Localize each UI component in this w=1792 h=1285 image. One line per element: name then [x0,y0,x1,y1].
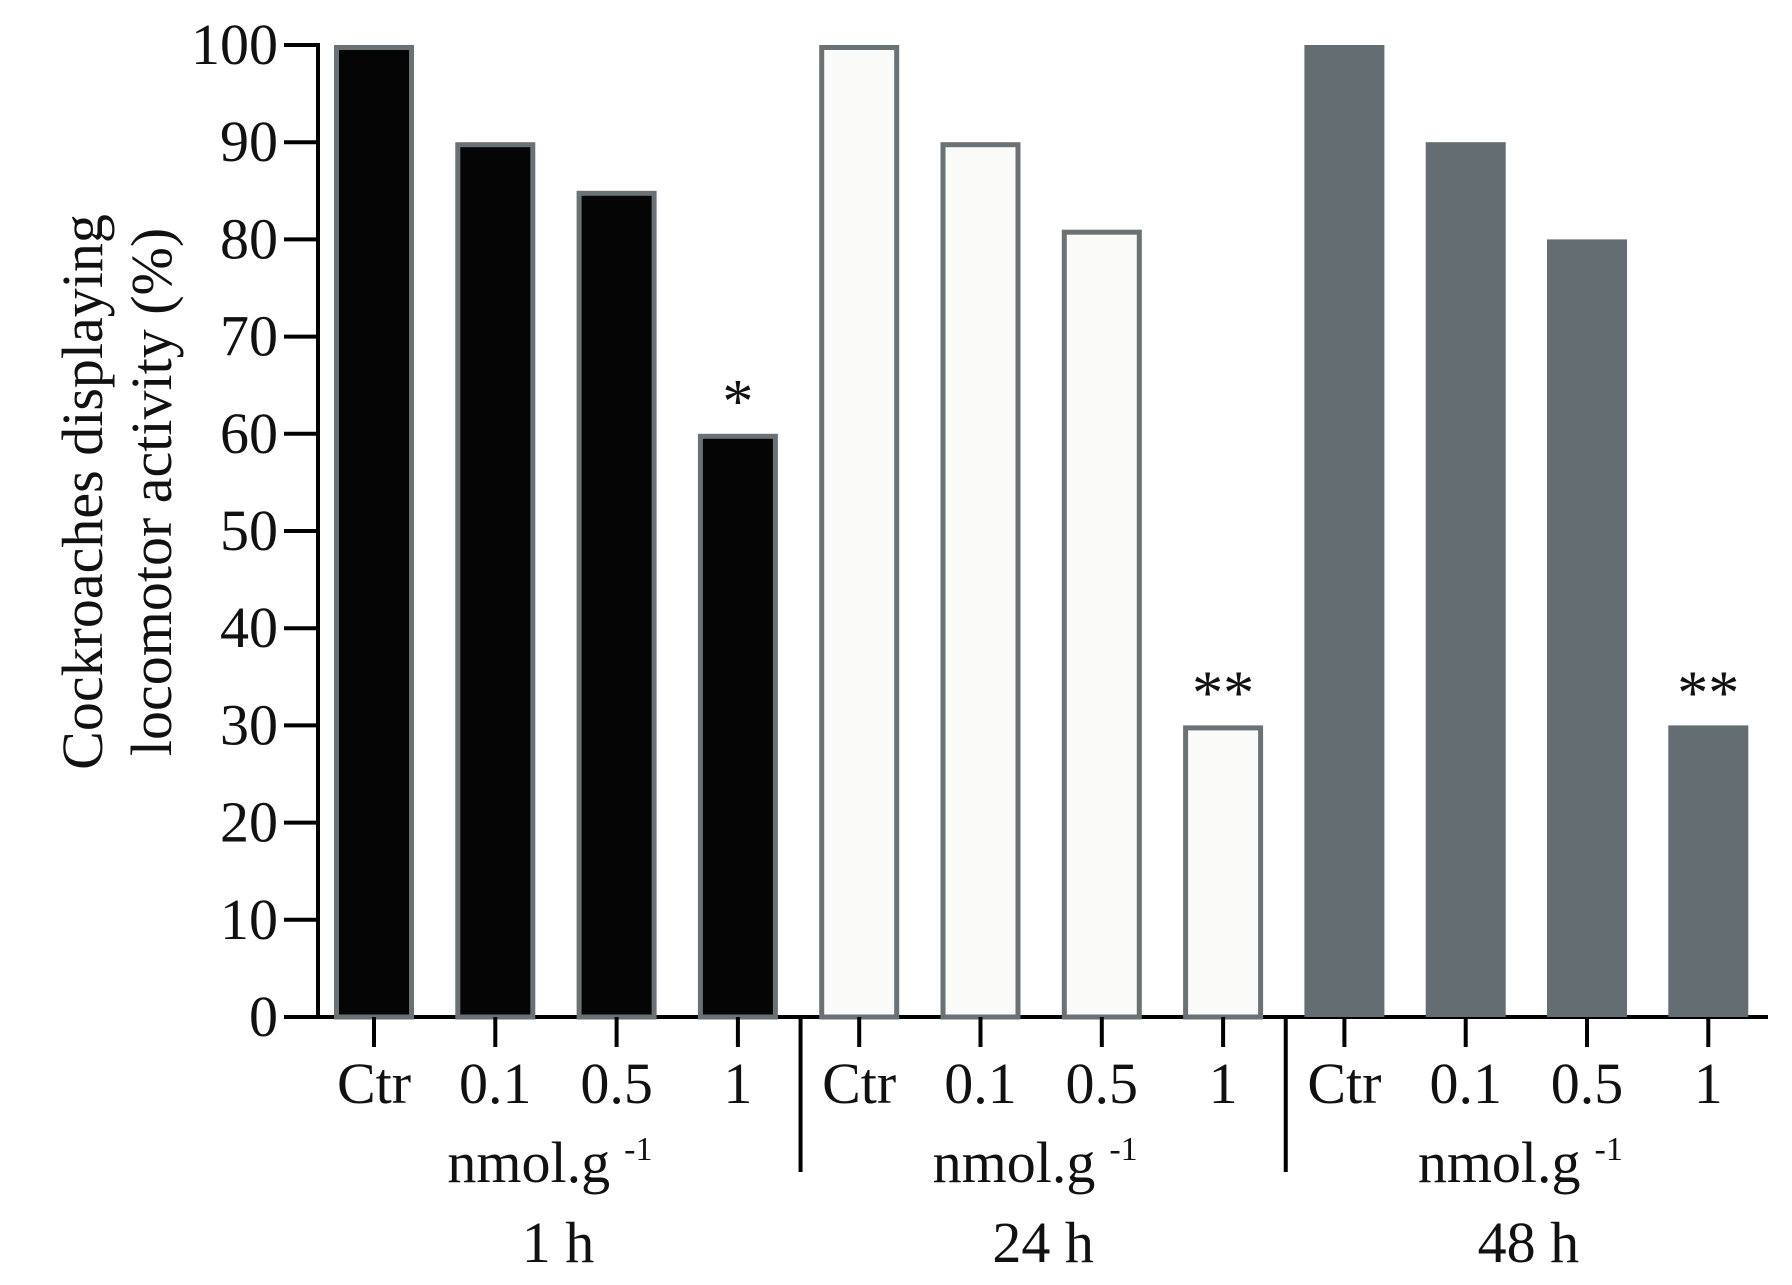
bar-48h-1 [1668,725,1749,1017]
y-tick-label: 30 [220,692,278,757]
y-tick-label: 20 [220,790,278,855]
bar-1h-0.1 [455,142,536,1020]
y-tick-label: 80 [220,206,278,271]
group-label: 24 h [992,1210,1094,1275]
bar-1h-0.5 [576,190,657,1020]
x-category-label: 1 [723,1051,752,1116]
y-tick-label: 70 [220,304,278,369]
bar-48h-0.1 [1425,142,1506,1017]
y-tick-label: 90 [220,109,278,174]
group-label: 48 h [1478,1210,1580,1275]
unit-label: nmol.g -1 [1418,1130,1623,1195]
x-category-label: Ctr [1307,1051,1381,1116]
bar-48h-0.5 [1547,239,1627,1017]
unit-exponent: -1 [1109,1131,1137,1168]
unit-label-text: nmol.g [447,1130,610,1195]
x-category-label: 1 [1209,1051,1238,1116]
x-category-label: 0.1 [459,1051,532,1116]
unit-exponent: -1 [1595,1131,1623,1168]
significance-marker: * [722,368,753,436]
y-axis-title-line-1: Cockroaches displaying [50,214,115,770]
x-category-label: Ctr [337,1051,411,1116]
y-axis-title-line-2: locomotor activity (%) [119,228,184,756]
bar-24h-0.5 [1061,229,1142,1020]
y-tick-label: 60 [220,401,278,466]
y-tick-label: 100 [191,12,278,77]
y-tick-label: 50 [220,498,278,563]
bar-24h-Ctr [819,45,900,1020]
x-category-label: 1 [1694,1051,1723,1116]
x-category-label: 0.1 [1429,1051,1502,1116]
group-label: 1 h [522,1210,595,1275]
y-tick-label: 10 [220,887,278,952]
bar-48h-Ctr [1304,45,1385,1017]
x-category-label: 0.5 [580,1051,653,1116]
bar-1h-Ctr [334,45,414,1020]
bar-24h-1 [1183,725,1264,1020]
unit-label: nmol.g -1 [933,1130,1138,1195]
significance-marker: ** [1677,659,1739,727]
bar-1h-1 [697,433,778,1020]
y-tick-label: 40 [220,595,278,660]
unit-label: nmol.g -1 [447,1130,652,1195]
bar-24h-0.1 [940,142,1021,1020]
x-category-label: 0.5 [1551,1051,1624,1116]
unit-label-text: nmol.g [1418,1130,1581,1195]
unit-exponent: -1 [624,1131,652,1168]
unit-label-text: nmol.g [933,1130,1096,1195]
significance-marker: ** [1192,659,1254,727]
y-tick-label: 0 [249,984,278,1049]
x-category-label: 0.5 [1066,1051,1139,1116]
x-category-label: 0.1 [944,1051,1017,1116]
x-category-label: Ctr [822,1051,896,1116]
